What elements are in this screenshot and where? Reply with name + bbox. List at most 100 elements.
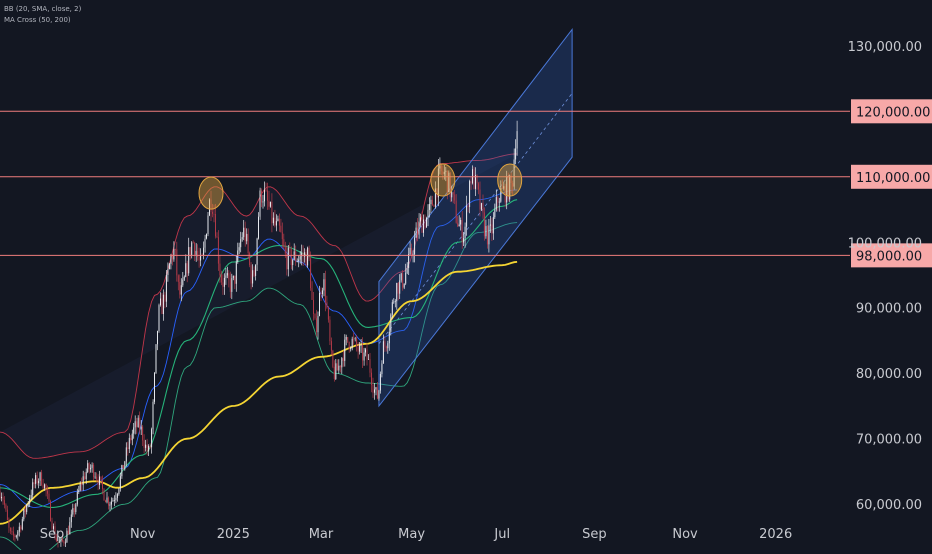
candle-body xyxy=(478,183,479,190)
candle-body xyxy=(475,175,476,189)
candle-body xyxy=(1,496,2,499)
level-price-label: 120,000.00 xyxy=(856,105,930,120)
candle-body xyxy=(94,476,96,478)
candle-body xyxy=(41,472,43,486)
candle-body xyxy=(357,346,359,352)
candle-body xyxy=(110,501,112,505)
candle-body xyxy=(476,175,478,184)
time-tick-label: Nov xyxy=(130,527,156,542)
bollinger-bands-legend[interactable]: BB (20, SMA, close, 2) xyxy=(4,5,82,13)
candle-body xyxy=(14,535,16,537)
horizontal-levels-layer: 120,000.00 110,000.00 98,000.00 xyxy=(0,99,932,268)
candle-body xyxy=(498,201,500,203)
candle-body xyxy=(32,482,34,496)
candle-body xyxy=(327,307,329,320)
candle-body xyxy=(480,203,482,210)
candle-body xyxy=(426,217,427,228)
candle-body xyxy=(289,247,291,249)
candle-body xyxy=(408,254,410,269)
candle-body xyxy=(112,500,114,502)
candle-body xyxy=(140,426,142,430)
candle-body xyxy=(433,205,435,207)
candle-body xyxy=(219,263,221,275)
candle-body xyxy=(234,275,236,284)
candle-body xyxy=(393,301,395,303)
candle-body xyxy=(191,242,193,256)
candle-body xyxy=(253,270,255,276)
candle-body xyxy=(229,279,231,292)
candle-body xyxy=(314,313,316,319)
candle-body xyxy=(494,209,496,218)
candle-body xyxy=(173,249,175,260)
candle-body xyxy=(449,172,451,198)
candle-body xyxy=(103,488,105,501)
candle-body xyxy=(198,257,200,261)
candle-body xyxy=(212,211,213,214)
time-axis[interactable]: Sep Nov 2025 Mar May Jul Sep Nov 2026 xyxy=(40,527,792,542)
candle-body xyxy=(44,484,46,488)
price-axis[interactable]: 60,000.00 70,000.00 80,000.00 90,000.00 100,… xyxy=(848,40,922,513)
candle-body xyxy=(131,433,133,441)
candle-body xyxy=(85,471,87,480)
candle-body xyxy=(485,226,487,237)
candle-body xyxy=(237,250,239,262)
candle-body xyxy=(350,348,352,349)
candle-body xyxy=(472,169,473,184)
candle-body xyxy=(70,514,72,523)
candle-body xyxy=(5,504,7,510)
candle-body xyxy=(451,192,453,198)
candle-body xyxy=(489,224,491,226)
time-tick-label: Nov xyxy=(672,527,698,542)
candle-body xyxy=(48,493,50,502)
candle-body xyxy=(24,509,26,512)
candle-body xyxy=(261,190,262,203)
candle-body xyxy=(6,509,8,520)
candle-body xyxy=(100,476,102,480)
candle-body xyxy=(240,239,242,248)
candle-body xyxy=(142,426,144,441)
candle-body xyxy=(97,479,99,485)
candle-body xyxy=(171,256,173,260)
candle-body xyxy=(215,214,216,237)
candle-body xyxy=(509,175,511,200)
candle-body xyxy=(269,201,271,207)
candle-body xyxy=(182,279,184,286)
candle-body xyxy=(510,175,512,184)
candle-body xyxy=(109,504,111,506)
candle-body xyxy=(375,387,377,390)
candle-body xyxy=(495,197,497,210)
candle-body xyxy=(332,350,334,367)
candle-body xyxy=(69,522,71,535)
candle-body xyxy=(105,500,106,503)
candle-body xyxy=(417,227,418,235)
candle-body xyxy=(501,188,503,189)
candle-body xyxy=(75,504,77,512)
candle-body xyxy=(231,278,233,292)
candle-body xyxy=(29,498,31,504)
price-tick-label: 90,000.00 xyxy=(856,302,922,317)
candle-body xyxy=(81,483,83,485)
candle-body xyxy=(2,496,4,501)
bollinger-bands-layer xyxy=(0,153,518,554)
candle-body xyxy=(376,387,378,399)
candle-body xyxy=(384,341,386,347)
candle-body xyxy=(388,331,390,344)
candle-body xyxy=(336,363,338,371)
candle-body xyxy=(271,201,273,224)
ma-cross-legend[interactable]: MA Cross (50, 200) xyxy=(4,16,71,24)
channel-fill xyxy=(378,27,573,408)
candle-body xyxy=(249,253,251,266)
candle-body xyxy=(409,248,411,255)
candle-body xyxy=(116,494,118,498)
candle-body xyxy=(125,447,127,462)
candle-body xyxy=(412,254,414,256)
candle-body xyxy=(381,363,383,374)
candle-body xyxy=(151,429,153,448)
highlight-circle xyxy=(497,163,523,197)
candle-body xyxy=(445,170,447,172)
candle-body xyxy=(278,218,280,226)
candle-body xyxy=(311,288,313,300)
candle-body xyxy=(174,249,176,250)
candle-body xyxy=(277,218,279,222)
